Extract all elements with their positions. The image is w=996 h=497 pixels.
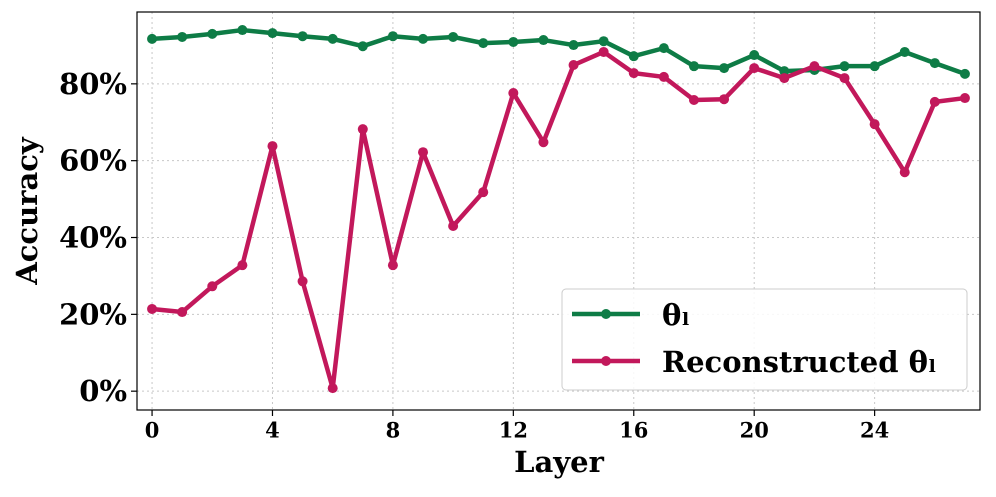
point <box>267 141 278 152</box>
point <box>327 383 338 394</box>
point <box>869 61 880 72</box>
point <box>297 276 308 287</box>
legend-marker <box>601 309 611 319</box>
point <box>899 46 910 57</box>
point <box>628 68 639 79</box>
point <box>959 68 970 79</box>
legend-label: θₗ <box>662 298 690 332</box>
y-axis-label: Accuracy <box>10 136 44 286</box>
point <box>598 46 609 57</box>
point <box>297 31 308 42</box>
point <box>568 40 579 51</box>
point <box>357 41 368 52</box>
point <box>207 28 218 39</box>
point <box>658 43 669 54</box>
x-tick-label: 8 <box>386 418 401 443</box>
point <box>237 25 248 36</box>
point <box>658 71 669 82</box>
point <box>418 147 429 158</box>
point <box>568 60 579 71</box>
x-axis-label: Layer <box>514 445 604 479</box>
point <box>869 119 880 130</box>
point <box>538 35 549 46</box>
point <box>688 94 699 105</box>
point <box>749 63 760 74</box>
point <box>839 73 850 84</box>
point <box>357 124 368 135</box>
legend-marker <box>601 356 611 366</box>
point <box>177 31 188 42</box>
point <box>719 63 730 74</box>
point <box>448 220 459 231</box>
point <box>598 36 609 47</box>
point <box>478 187 489 198</box>
plot-frame <box>136 11 981 411</box>
point <box>779 66 790 77</box>
y-tick-label: 20% <box>59 297 127 331</box>
point <box>688 61 699 72</box>
y-tick-label: 0% <box>79 374 127 408</box>
point <box>387 31 398 42</box>
point <box>147 303 158 314</box>
point <box>478 38 489 49</box>
point <box>147 33 158 44</box>
point <box>899 167 910 178</box>
point <box>809 61 820 72</box>
legend: θₗ Reconstructed θₗ <box>561 288 968 391</box>
point <box>327 33 338 44</box>
series-line <box>151 27 966 76</box>
series-line <box>151 49 966 391</box>
y-tick-label: 80% <box>59 67 127 101</box>
x-tick-label: 20 <box>740 418 769 443</box>
point <box>418 33 429 44</box>
point <box>779 73 790 84</box>
point <box>628 51 639 62</box>
point <box>719 94 730 105</box>
x-tick-label: 0 <box>145 418 160 443</box>
legend-label: Reconstructed θₗ <box>662 345 936 379</box>
x-tick-label: 24 <box>860 418 889 443</box>
point <box>267 28 278 39</box>
point <box>237 260 248 271</box>
y-tick-label: 40% <box>59 221 127 255</box>
point <box>839 61 850 72</box>
y-tick-label: 60% <box>59 144 127 178</box>
point <box>207 281 218 292</box>
point <box>749 50 760 61</box>
point <box>959 93 970 104</box>
point <box>929 58 940 69</box>
x-tick-label: 16 <box>619 418 648 443</box>
legend-box <box>561 288 968 391</box>
point <box>448 31 459 42</box>
x-tick-label: 12 <box>499 418 528 443</box>
point <box>929 96 940 107</box>
x-tick-label: 4 <box>265 418 280 443</box>
point <box>508 36 519 47</box>
point <box>387 260 398 271</box>
point <box>508 88 519 99</box>
point <box>538 137 549 148</box>
point <box>177 307 188 318</box>
